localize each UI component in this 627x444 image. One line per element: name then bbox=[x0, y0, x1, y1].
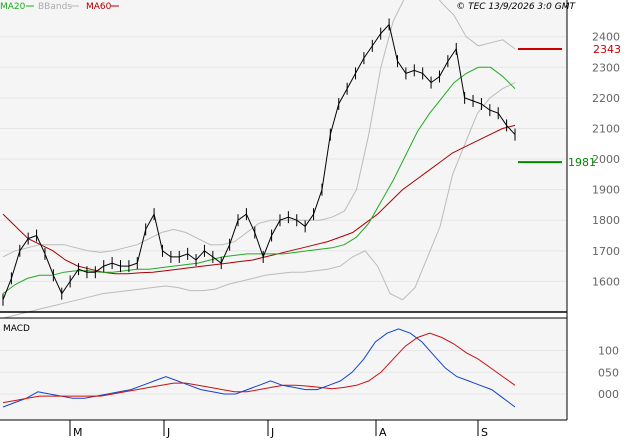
macd-series-group bbox=[2, 328, 516, 408]
price-panel-bg bbox=[0, 0, 567, 312]
legend-ma60: MA60 bbox=[86, 2, 112, 12]
ma60-line bbox=[2, 124, 516, 275]
price-tick-label: 1600 bbox=[592, 275, 620, 288]
price-tick-label: 2300 bbox=[592, 61, 620, 74]
macd-grid bbox=[0, 350, 567, 395]
price-grid bbox=[0, 36, 567, 282]
macd-line bbox=[2, 328, 516, 408]
copyright-text: © TEC 13/9/2026 3:0 GMT bbox=[456, 2, 576, 12]
x-tick-label: A bbox=[379, 426, 387, 439]
macd-signal-line bbox=[2, 332, 516, 404]
price-tick-label: 2200 bbox=[592, 92, 620, 105]
bbands-upper-line bbox=[2, 0, 516, 258]
ma20-line bbox=[2, 66, 516, 295]
level-markers: 2343 1981 bbox=[518, 43, 621, 169]
x-tick-label: J bbox=[270, 426, 274, 439]
macd-tick-label: 100 bbox=[598, 345, 619, 358]
x-tick-label: M bbox=[73, 426, 83, 439]
price-line bbox=[2, 23, 516, 300]
macd-panel-bg bbox=[0, 318, 567, 420]
level-label: 2343 bbox=[593, 43, 621, 56]
legend-ma20: MA20 bbox=[0, 2, 26, 12]
x-tick-label: J bbox=[166, 426, 170, 439]
macd-axis-labels: 100 050 000 bbox=[598, 345, 619, 401]
price-tick-label: 1700 bbox=[592, 245, 620, 258]
price-tick-label: 1800 bbox=[592, 214, 620, 227]
price-tick-label: 2000 bbox=[592, 153, 620, 166]
macd-tick-label: 000 bbox=[598, 388, 619, 401]
price-tick-label: 2400 bbox=[592, 31, 620, 44]
macd-tick-label: 050 bbox=[598, 366, 619, 379]
macd-label: MACD bbox=[3, 324, 30, 334]
legend: MA20 BBands MA60 bbox=[0, 2, 119, 12]
price-tick-label: 1900 bbox=[592, 184, 620, 197]
x-tick-label: S bbox=[481, 426, 488, 439]
price-tick-label: 2100 bbox=[592, 122, 620, 135]
legend-bbands: BBands bbox=[38, 2, 72, 12]
price-axis-labels: 1600 1700 1800 1900 2000 2100 2200 2300 2400 bbox=[592, 31, 620, 289]
bbands-lower-line bbox=[2, 82, 516, 319]
level-label: 1981 bbox=[568, 156, 596, 169]
price-series-group bbox=[2, 0, 516, 319]
